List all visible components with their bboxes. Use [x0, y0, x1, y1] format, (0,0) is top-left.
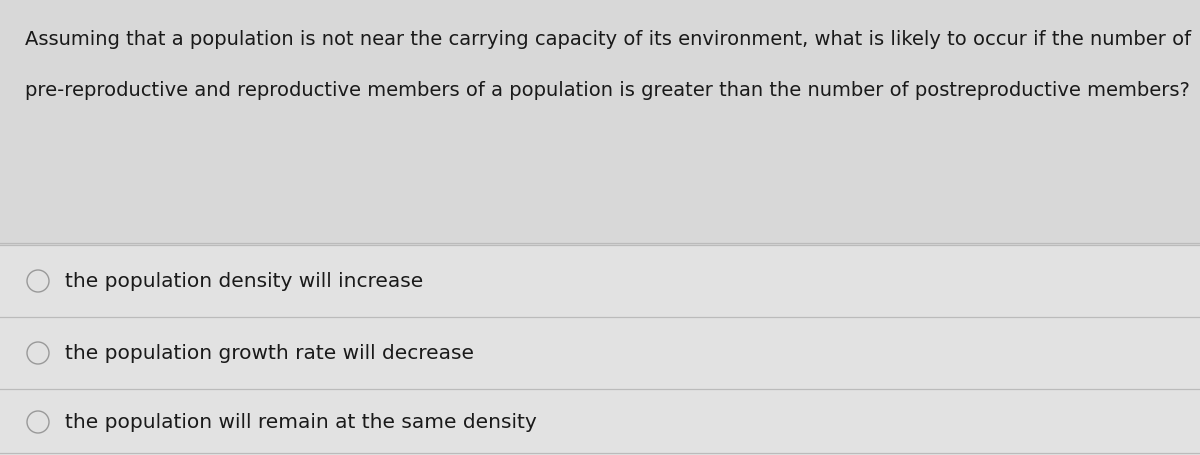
FancyBboxPatch shape: [0, 0, 1200, 245]
Text: the population growth rate will decrease: the population growth rate will decrease: [65, 344, 474, 363]
FancyBboxPatch shape: [0, 389, 1200, 455]
Text: Assuming that a population is not near the carrying capacity of its environment,: Assuming that a population is not near t…: [25, 30, 1192, 49]
FancyBboxPatch shape: [0, 317, 1200, 389]
Text: pre-reproductive and reproductive members of a population is greater than the nu: pre-reproductive and reproductive member…: [25, 81, 1190, 100]
Text: the population density will increase: the population density will increase: [65, 272, 424, 291]
Text: the population will remain at the same density: the population will remain at the same d…: [65, 413, 536, 431]
FancyBboxPatch shape: [0, 245, 1200, 317]
